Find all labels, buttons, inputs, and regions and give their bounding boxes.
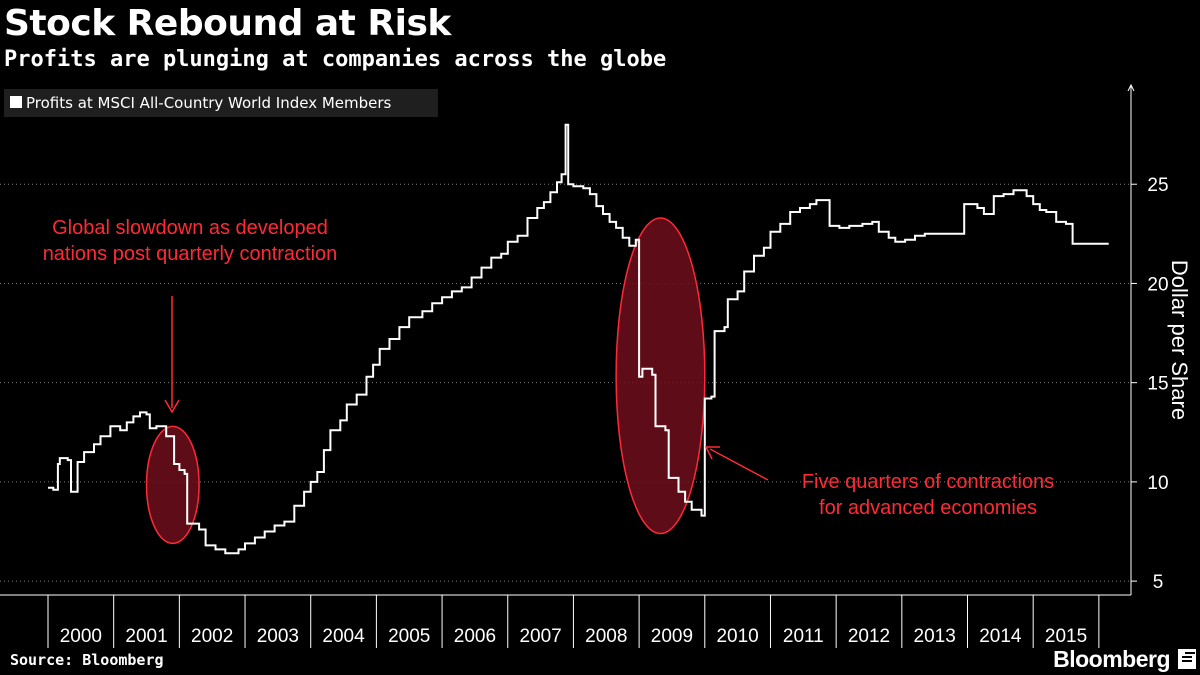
x-tick-label: 2011 xyxy=(783,626,824,647)
annotations: Global slowdown as developed nations post… xyxy=(43,217,1054,519)
x-tick-label: 2001 xyxy=(125,626,167,647)
x-tick-label: 2006 xyxy=(454,626,496,647)
x-tick-label: 2007 xyxy=(519,626,561,647)
series-line xyxy=(48,123,1109,555)
legend: Profits at MSCI All-Country World Index … xyxy=(4,89,438,117)
annotation-line: Global slowdown as developed xyxy=(52,217,328,239)
highlight-regions xyxy=(145,217,706,545)
x-tick-label: 2009 xyxy=(651,626,693,647)
annotation-line: for advanced economies xyxy=(819,497,1037,519)
y-tick-label: 5 xyxy=(1153,572,1164,593)
page-title: Stock Rebound at Risk xyxy=(4,3,451,44)
x-tick-label: 2012 xyxy=(848,626,890,647)
y-axis: 5 10 15 20 25 Dollar per Share xyxy=(1127,83,1192,595)
bloomberg-logo: Bloomberg xyxy=(1053,646,1170,672)
x-tick-label: 2000 xyxy=(60,626,102,647)
annotation-line: Five quarters of contractions xyxy=(802,471,1054,493)
source-note: Source: Bloomberg xyxy=(10,651,164,669)
y-axis-label: Dollar per Share xyxy=(1167,260,1192,420)
annotation-arrow-line xyxy=(709,448,769,481)
x-axis: 2000 2001 2002 2003 2004 2005 2006 2007 2008 2009… xyxy=(0,594,1131,648)
y-tick-label: 10 xyxy=(1147,473,1168,494)
x-tick-label: 2008 xyxy=(585,626,627,647)
page-subtitle: Profits are plunging at companies across… xyxy=(4,47,667,72)
annotation-text-slowdown: Global slowdown as developed nations post… xyxy=(43,217,338,265)
annotation-text-contractions: Five quarters of contractions for advance… xyxy=(802,471,1054,519)
x-tick-label: 2014 xyxy=(979,626,1022,647)
highlight-ellipse xyxy=(145,425,200,545)
x-tick-label: 2010 xyxy=(716,626,758,647)
legend-swatch xyxy=(10,96,22,108)
x-tick-label: 2004 xyxy=(322,626,365,647)
annotation-line: nations post quarterly contraction xyxy=(43,243,338,265)
highlight-ellipse xyxy=(615,217,706,535)
bloomberg-mark-icon xyxy=(1178,649,1196,669)
x-tick-label: 2005 xyxy=(388,626,430,647)
x-tick-label: 2003 xyxy=(257,626,299,647)
arrow-down-icon xyxy=(164,399,180,414)
y-axis-arrow-icon xyxy=(1127,83,1135,92)
series-lines xyxy=(48,123,1109,555)
y-tick-label: 15 xyxy=(1147,374,1168,395)
x-tick-label: 2002 xyxy=(191,626,233,647)
arrow-left-icon xyxy=(704,446,720,460)
legend-box xyxy=(4,89,438,117)
y-tick-label: 20 xyxy=(1147,274,1168,295)
legend-label: Profits at MSCI All-Country World Index … xyxy=(26,94,392,112)
x-tick-label: 2013 xyxy=(914,626,956,647)
y-tick-label: 25 xyxy=(1147,175,1168,196)
x-tick-label: 2015 xyxy=(1045,626,1087,647)
